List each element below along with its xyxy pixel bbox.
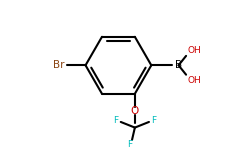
Text: Br: Br [53,60,65,70]
Text: F: F [151,116,156,124]
Text: OH: OH [188,76,202,85]
Text: B: B [175,60,182,70]
Text: F: F [128,140,133,149]
Text: O: O [131,106,139,116]
Text: F: F [114,116,119,124]
Text: OH: OH [188,46,202,55]
